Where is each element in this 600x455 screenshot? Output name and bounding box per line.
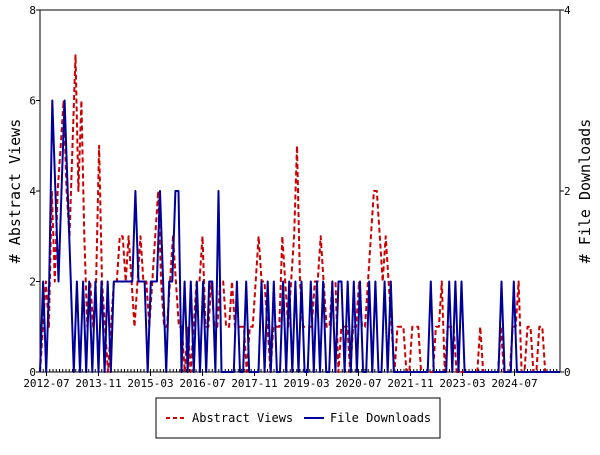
y-axis-label-right: # File Downloads [576, 119, 594, 264]
y-axis-label-left: # Abstract Views [6, 119, 24, 264]
series-layer [39, 54, 560, 373]
left-tick-label: 0 [29, 366, 36, 379]
legend: Abstract Views File Downloads [155, 397, 441, 439]
x-tick-label: 2021-11 [387, 377, 433, 390]
x-tick-label: 2016-07 [179, 377, 225, 390]
legend-box [155, 397, 441, 439]
x-tick-label: 2024-07 [491, 377, 537, 390]
right-tick-label: 0 [564, 366, 571, 379]
right-axis-ticks: 0 2 4 [560, 4, 571, 379]
x-tick-label: 2015-03 [127, 377, 173, 390]
legend-label-file-downloads: File Downloads [330, 411, 431, 425]
legend-label-abstract-views: Abstract Views [192, 411, 293, 425]
x-tick-label: 2019-03 [283, 377, 329, 390]
left-axis-ticks: 0 2 4 6 8 [29, 4, 40, 379]
x-tick-label: 2020-07 [335, 377, 381, 390]
left-tick-label: 2 [29, 276, 36, 289]
x-tick-label: 2012-07 [23, 377, 69, 390]
left-tick-label: 8 [29, 4, 36, 17]
right-tick-label: 2 [564, 185, 571, 198]
x-tick-label: 2023-03 [439, 377, 485, 390]
left-tick-label: 4 [29, 185, 36, 198]
left-tick-label: 6 [29, 95, 36, 108]
right-tick-label: 4 [564, 4, 571, 17]
x-tick-label: 2017-11 [231, 377, 277, 390]
series-line-file-downloads [39, 99, 560, 373]
x-tick-label: 2013-11 [75, 377, 121, 390]
